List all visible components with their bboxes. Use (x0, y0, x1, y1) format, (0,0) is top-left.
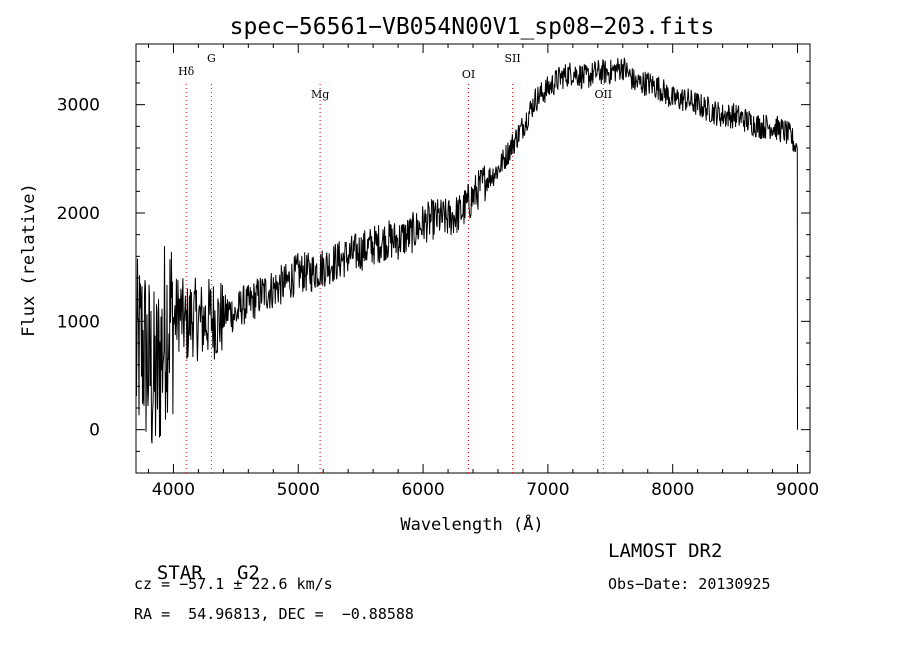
spectrum-series (135, 57, 798, 444)
x-tick-label: 8000 (651, 480, 694, 500)
y-tick-label: 3000 (57, 96, 100, 116)
y-tick-label: 1000 (57, 312, 100, 332)
x-tick-label: 5000 (277, 480, 320, 500)
spectral-line-label: SII (504, 52, 520, 65)
y-tick-label: 2000 (57, 204, 100, 224)
spectral-line-label: G (207, 52, 216, 65)
object-class: STAR G2 (134, 540, 260, 584)
redshift-label: cz = −57.1 ± 22.6 km/s (134, 575, 333, 593)
x-tick-label: 9000 (776, 480, 819, 500)
x-axis-label: Wavelength (Å) (400, 513, 543, 535)
survey-label: LAMOST DR2 (608, 540, 723, 562)
spectral-line-label: Hδ (178, 65, 195, 78)
subclass-label: G2 (236, 562, 260, 584)
chart-title: spec−56561−VB054N00V1_sp08−203.fits (230, 14, 715, 40)
y-axis-label: Flux (relative) (19, 183, 39, 337)
x-tick-label: 4000 (152, 480, 195, 500)
x-tick-label: 7000 (526, 480, 569, 500)
x-tick-label: 6000 (401, 480, 444, 500)
y-tick-label: 0 (89, 421, 100, 441)
spectral-line-label: Mg (311, 88, 329, 101)
object-class-label: STAR (156, 562, 203, 584)
spectral-line-label: OI (462, 68, 475, 81)
coordinates-label: RA = 54.96813, DEC = −0.88588 (134, 605, 414, 623)
spectral-line-label: OII (594, 88, 612, 101)
obs-date-label: Obs−Date: 20130925 (608, 575, 771, 593)
